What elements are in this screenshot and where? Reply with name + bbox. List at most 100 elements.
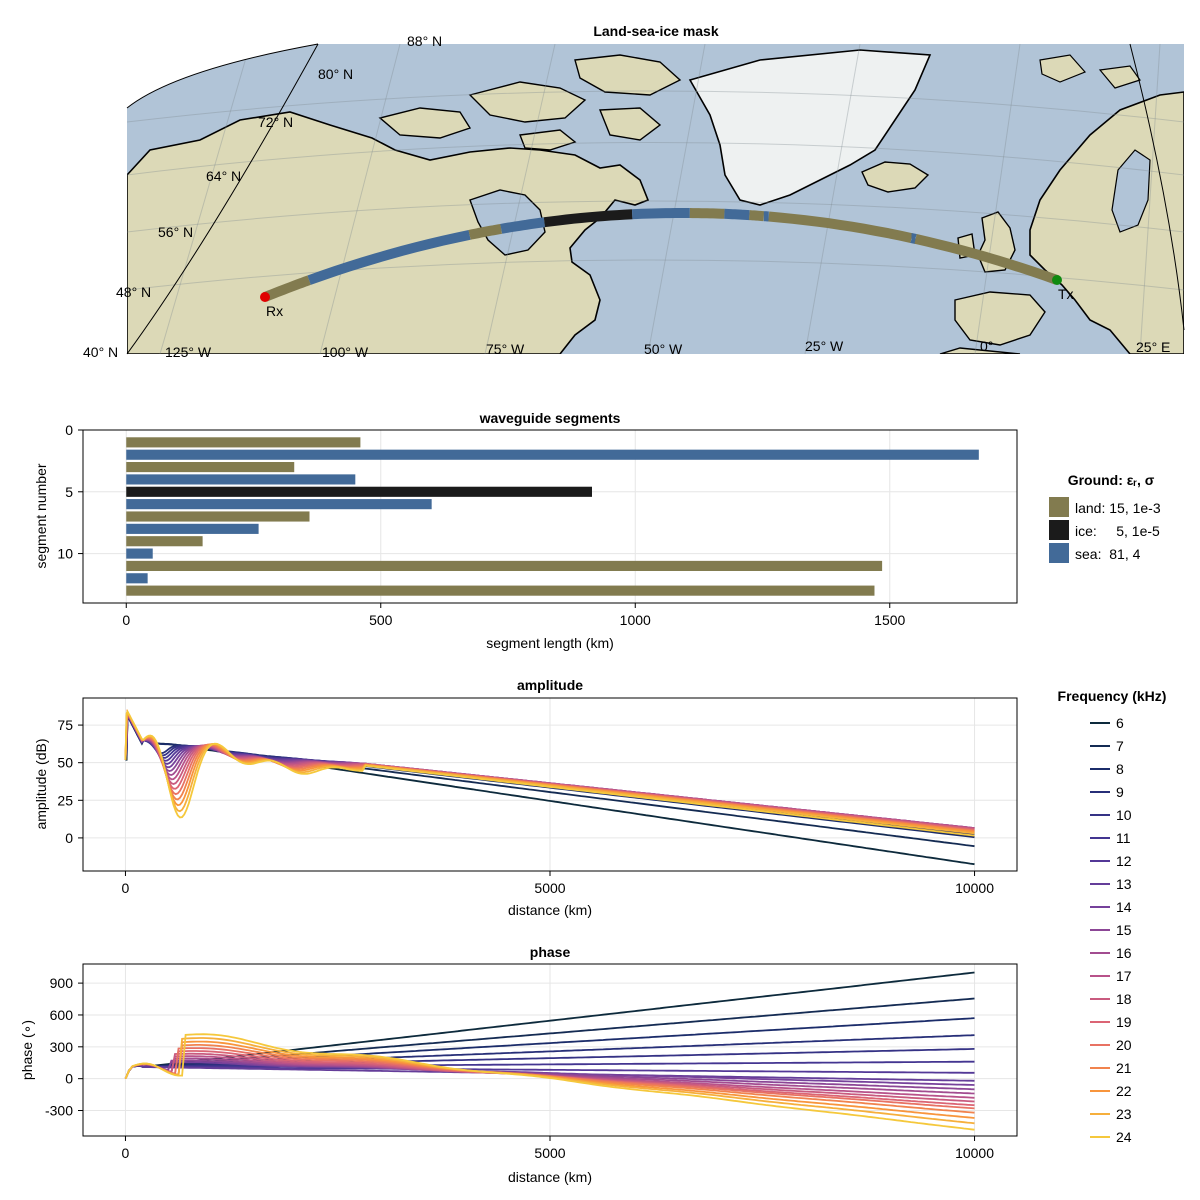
legend-label-land: land: 15, 1e-3 [1075, 500, 1161, 516]
path-segment-9 [748, 210, 765, 222]
path-segment-2 [307, 230, 471, 285]
lat-label-80: 80° N [318, 66, 353, 82]
amplitude-xtick-label: 10000 [955, 880, 994, 896]
amplitude-ytick-label: 50 [57, 755, 73, 771]
segments-xtick-label: 0 [122, 612, 130, 628]
phase-panel: phase 0 5000 10000 -300 0 300 600 900 distance … [19, 944, 1018, 1185]
segment-bar-12 [126, 573, 148, 584]
lon-label-125w: 125° W [165, 344, 212, 360]
amplitude-ytick-label: 75 [57, 717, 73, 733]
lon-label-75w: 75° W [486, 341, 525, 357]
legend-label-7khz: 7 [1116, 738, 1124, 754]
lat-label-40: 40° N [83, 344, 118, 360]
phase-xtick-label: 10000 [955, 1145, 994, 1161]
segments-xtick-label: 500 [369, 612, 393, 628]
frequency-legend: Frequency (kHz) 6 7 8 9 10 11 12 13 14 15 16 17 18 19… [1058, 688, 1167, 1145]
amplitude-ylabel: amplitude (dB) [33, 738, 49, 829]
segment-bar-8 [126, 523, 259, 534]
legend-label-13khz: 13 [1116, 876, 1132, 892]
legend-label-ice: ice: 5, 1e-5 [1075, 523, 1160, 539]
segments-title: waveguide segments [479, 410, 621, 426]
path-segment-1 [263, 275, 311, 302]
amplitude-line-24khz [124, 709, 975, 837]
legend-label-17khz: 17 [1116, 968, 1132, 984]
map-panel: Land-sea-ice mask [83, 23, 1185, 360]
path-segment-5 [543, 209, 633, 228]
legend-label-20khz: 20 [1116, 1037, 1132, 1053]
map-boundary-east [1129, 43, 1185, 331]
lon-label-50w: 50° W [644, 341, 683, 357]
legend-label-21khz: 21 [1116, 1060, 1132, 1076]
segment-bar-5 [126, 486, 592, 497]
phase-xtick-label: 0 [122, 1145, 130, 1161]
rx-marker [260, 292, 270, 302]
path-segment-3 [468, 223, 502, 240]
segment-bar-4 [126, 474, 356, 485]
segment-bar-10 [126, 548, 153, 559]
amplitude-lines [124, 709, 975, 866]
lat-label-64: 64° N [206, 168, 241, 184]
phase-ytick-label: 0 [65, 1071, 73, 1087]
map-baltic [1111, 149, 1151, 233]
segment-bar-13 [126, 585, 875, 596]
amplitude-xtick-label: 5000 [534, 880, 565, 896]
path-segment-13 [914, 234, 1059, 285]
tx-label: Tx [1058, 286, 1074, 302]
segments-xtick-label: 1500 [874, 612, 905, 628]
lon-label-100w: 100° W [322, 344, 369, 360]
legend-label-6khz: 6 [1116, 715, 1124, 731]
amplitude-ticks: 0 5000 10000 0 25 50 75 [57, 717, 994, 896]
phase-ytick-label: 900 [50, 975, 74, 991]
path-segment-11 [768, 211, 913, 243]
amplitude-ytick-label: 0 [65, 830, 73, 846]
legend-label-19khz: 19 [1116, 1014, 1132, 1030]
legend-swatch-ice [1049, 520, 1069, 540]
segment-bar-3 [126, 462, 295, 473]
phase-xlabel: distance (km) [508, 1169, 592, 1185]
map-boundary-west [126, 43, 319, 355]
legend-label-14khz: 14 [1116, 899, 1132, 915]
phase-ticks: 0 5000 10000 -300 0 300 600 900 [45, 975, 994, 1161]
segments-xlabel: segment length (km) [486, 635, 614, 651]
segments-ytick-label: 5 [65, 484, 73, 500]
map-iberia [954, 291, 1046, 346]
legend-label-24khz: 24 [1116, 1129, 1132, 1145]
legend-label-8khz: 8 [1116, 761, 1124, 777]
map-greenland [688, 49, 932, 206]
segments-ylabel: segment number [33, 463, 49, 568]
map-north-america [127, 111, 650, 354]
path-segment-4 [500, 217, 546, 234]
segments-xtick-label: 1000 [620, 612, 651, 628]
legend-label-sea: sea: 81, 4 [1075, 546, 1141, 562]
phase-title: phase [530, 944, 571, 960]
legend-label-18khz: 18 [1116, 991, 1132, 1007]
segment-bar-6 [126, 499, 432, 510]
phase-lines [124, 971, 975, 1131]
legend-label-10khz: 10 [1116, 807, 1132, 823]
map-arctic-islands [378, 54, 682, 151]
legend-label-22khz: 22 [1116, 1083, 1132, 1099]
legend-swatch-sea [1049, 543, 1069, 563]
path-segment-6 [631, 208, 690, 220]
legend-label-23khz: 23 [1116, 1106, 1132, 1122]
legend-label-12khz: 12 [1116, 853, 1132, 869]
phase-ytick-label: 600 [50, 1007, 74, 1023]
segments-ytick-label: 0 [65, 422, 73, 438]
map-frame-edge [126, 43, 319, 109]
map-iceland [861, 161, 930, 193]
legend-swatch-land [1049, 497, 1069, 517]
segment-bar-9 [126, 536, 203, 547]
segments-bars [126, 437, 979, 596]
frequency-legend-title: Frequency (kHz) [1058, 688, 1167, 704]
amplitude-title: amplitude [517, 677, 583, 693]
phase-xtick-label: 5000 [534, 1145, 565, 1161]
segments-ytick-label: 10 [57, 546, 73, 562]
legend-label-11khz: 11 [1116, 830, 1131, 846]
great-circle-path [263, 208, 1059, 302]
lat-label-88: 88° N [407, 33, 442, 49]
map-svalbard [1039, 54, 1141, 89]
phase-ytick-label: 300 [50, 1039, 74, 1055]
path-segment-8 [724, 208, 750, 221]
segment-bar-2 [126, 449, 979, 460]
